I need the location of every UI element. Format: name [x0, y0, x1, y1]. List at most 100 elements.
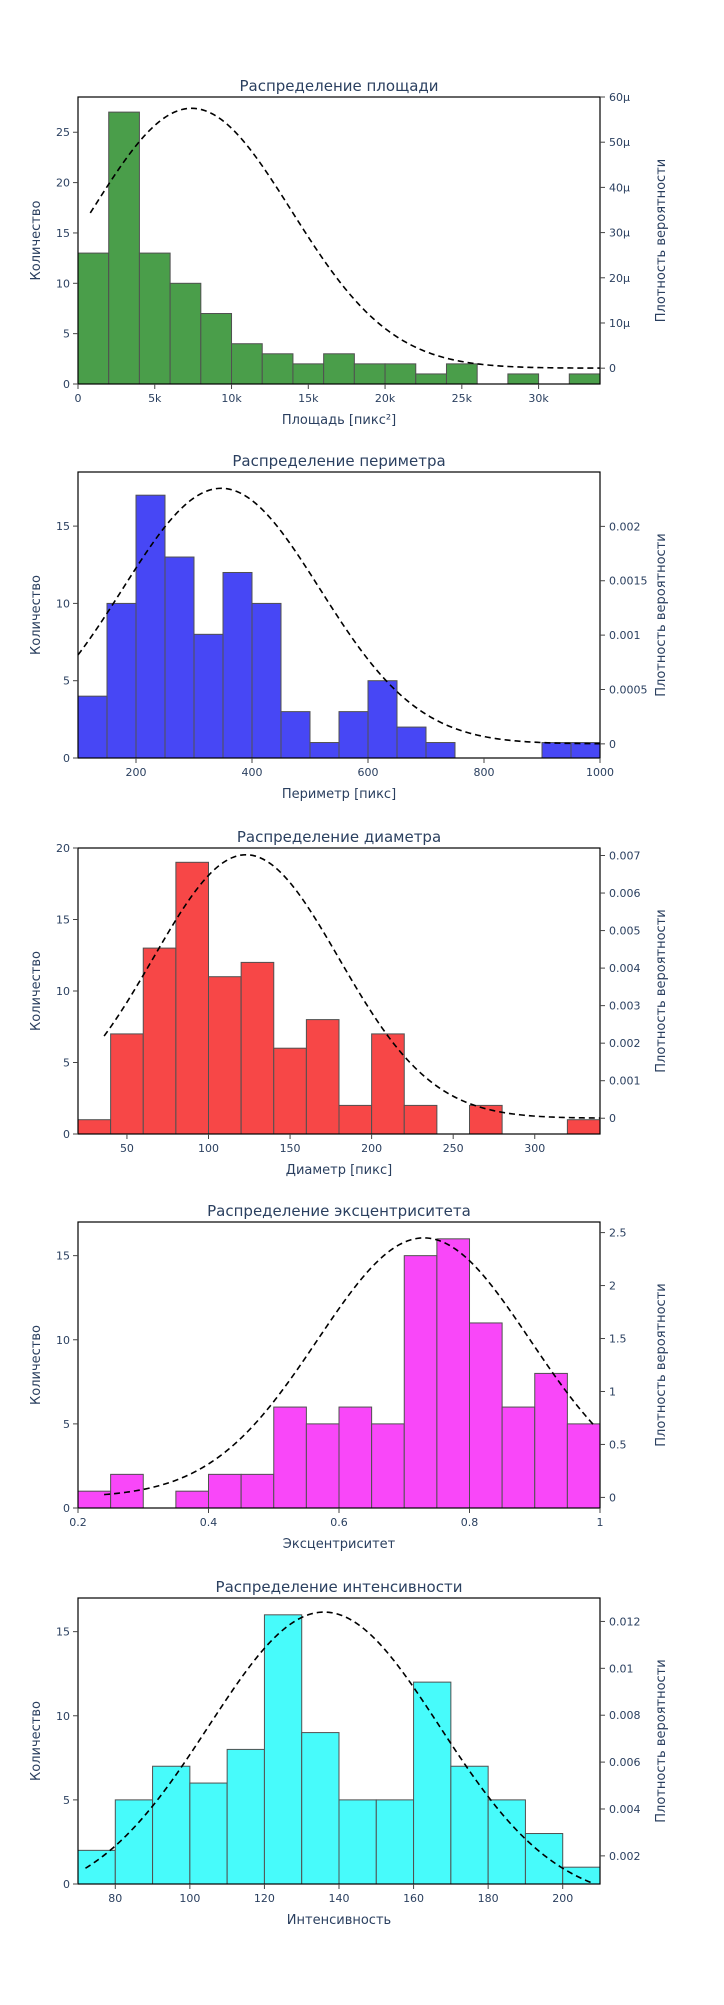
y2-tick-label: 60μ	[609, 91, 630, 104]
x-tick-label: 120	[254, 1892, 275, 1905]
y-tick-label: 10	[56, 597, 70, 610]
density-curve	[77, 487, 601, 745]
histogram-bar	[501, 1406, 536, 1509]
histogram-bar	[108, 111, 140, 385]
y-tick-label: 5	[63, 675, 70, 688]
x-tick-label: 0	[75, 392, 82, 405]
histogram-bar	[436, 1238, 471, 1509]
histogram-bar	[469, 1104, 503, 1135]
histogram-chart-2: 200 400 600 800 1000 0 5 10 15 0 0.0005 0.001 0.0015…	[29, 452, 669, 802]
y2-tick-label: 0.004	[609, 1803, 641, 1816]
plot-frame	[77, 471, 601, 759]
x-tick-label: 0.8	[461, 1516, 479, 1529]
histogram-bar	[371, 1423, 405, 1509]
x-tick-label: 50	[120, 1142, 134, 1155]
y2-tick-label: 10μ	[609, 317, 630, 330]
chart-title: Распределение периметра	[232, 452, 445, 470]
histogram-bar	[280, 711, 311, 759]
histogram-chart-5: 80 100 120 140 160 180 200 0 5 10 15 0.002 0.004 0.00…	[29, 1578, 669, 1928]
chart-title: Распределение эксцентриситета	[207, 1202, 471, 1220]
histogram-bar	[323, 353, 355, 385]
y2-tick-label: 0	[609, 738, 616, 751]
histogram-bar	[77, 252, 110, 385]
y2-axis-label: Плотность вероятности	[654, 909, 669, 1072]
x-tick-label: 250	[443, 1142, 464, 1155]
x-tick-label: 400	[242, 766, 263, 779]
chart-title: Распределение диаметра	[237, 828, 441, 846]
y-tick-label: 5	[63, 1794, 70, 1807]
x-axis-label: Интенсивность	[287, 1913, 391, 1928]
y2-axis-label: Плотность вероятности	[654, 159, 669, 322]
y2-tick-label: 40μ	[609, 181, 630, 194]
histogram-bar	[469, 1322, 503, 1509]
y2-tick-label: 0.007	[609, 850, 641, 863]
histogram-bar	[367, 680, 398, 759]
histogram-bar	[175, 861, 210, 1135]
x-tick-label: 160	[403, 1892, 424, 1905]
x-tick-label: 25k	[452, 392, 473, 405]
y-tick-label: 5	[63, 1418, 70, 1431]
histogram-bar	[375, 1799, 415, 1885]
histogram-bar	[301, 1732, 340, 1885]
y-axis-label: Количество	[29, 1701, 44, 1781]
y-tick-label: 25	[56, 126, 70, 139]
x-tick-label: 1000	[586, 766, 614, 779]
x-axis-label: Площадь [пикс²]	[282, 413, 396, 428]
y-tick-label: 20	[56, 842, 70, 855]
x-tick-label: 0.6	[330, 1516, 348, 1529]
y-tick-label: 0	[63, 752, 70, 765]
chart-title: Распределение интенсивности	[216, 1578, 463, 1596]
y-tick-label: 20	[56, 177, 70, 190]
y2-axis-label: Плотность вероятности	[654, 1283, 669, 1446]
histogram-bar	[222, 571, 253, 759]
histogram-bar	[384, 363, 417, 385]
histogram-bar	[169, 282, 202, 385]
histogram-bar	[77, 1119, 112, 1135]
histogram-bar	[193, 633, 224, 759]
histogram-bar	[371, 1033, 405, 1135]
histogram-bar	[142, 947, 177, 1135]
y2-tick-label: 0.0005	[609, 683, 648, 696]
y-axis-label: Количество	[29, 1325, 44, 1405]
x-tick-label: 15k	[298, 392, 319, 405]
y-axis-label: Количество	[29, 200, 44, 280]
y-tick-label: 0	[63, 1128, 70, 1141]
histogram-bar	[175, 1490, 209, 1509]
histogram-bar	[338, 1406, 373, 1509]
histogram-bar	[534, 1372, 568, 1509]
x-axis-label: Эксцентриситет	[283, 1537, 396, 1552]
histogram-bar	[566, 1119, 601, 1135]
x-tick-label: 80	[108, 1892, 122, 1905]
x-tick-label: 100	[179, 1892, 200, 1905]
x-tick-label: 0.4	[200, 1516, 218, 1529]
y2-tick-label: 50μ	[609, 136, 630, 149]
x-tick-label: 600	[358, 766, 379, 779]
histogram-bar	[110, 1473, 144, 1509]
y-tick-label: 15	[56, 1250, 70, 1263]
histogram-bar	[251, 602, 282, 759]
histogram-bar	[403, 1255, 438, 1509]
histogram-bar	[164, 556, 195, 759]
histogram-bar	[415, 373, 447, 385]
y2-tick-label: 0.005	[609, 925, 641, 938]
histogram-bar	[292, 363, 325, 385]
histogram-bar	[77, 695, 108, 759]
histogram-bar	[77, 1849, 116, 1885]
x-tick-label: 200	[361, 1142, 382, 1155]
y2-tick-label: 0.006	[609, 1756, 641, 1769]
histogram-bar	[507, 373, 540, 385]
y-tick-label: 0	[63, 1878, 70, 1891]
histogram-bar	[135, 494, 166, 759]
y2-axis-label: Плотность вероятности	[654, 533, 669, 696]
histogram-bar	[231, 343, 263, 385]
y-tick-label: 15	[56, 1626, 70, 1639]
histogram-bar	[189, 1782, 228, 1885]
x-tick-label: 180	[478, 1892, 499, 1905]
histogram-bar	[305, 1423, 340, 1509]
histogram-bar	[273, 1406, 307, 1509]
plot-frame	[77, 96, 601, 385]
histogram-bar	[570, 742, 601, 759]
histogram-bar	[338, 1799, 377, 1885]
histogram-bar	[445, 363, 478, 385]
